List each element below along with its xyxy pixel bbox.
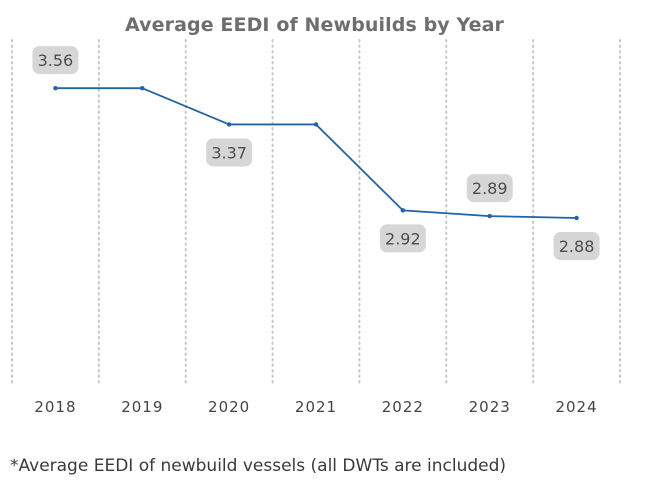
x-tick-label: 2019 <box>121 398 163 416</box>
data-point <box>140 85 145 91</box>
data-label: 3.56 <box>32 46 79 75</box>
data-label-box <box>466 174 513 203</box>
data-label-text: 2.92 <box>385 229 421 248</box>
x-tick-label: 2018 <box>34 398 76 416</box>
x-tick-label: 2023 <box>469 398 511 416</box>
data-label-box <box>206 138 253 167</box>
data-label-text: 3.56 <box>38 51 74 70</box>
data-point <box>487 213 492 219</box>
data-label: 2.89 <box>466 174 513 203</box>
data-point <box>53 85 58 91</box>
data-label-box <box>553 232 600 260</box>
data-label-text: 2.89 <box>472 179 508 198</box>
data-label: 2.88 <box>553 232 600 260</box>
x-tick-label: 2024 <box>555 398 597 416</box>
x-tick-label: 2020 <box>208 398 250 416</box>
footnote: *Average EEDI of newbuild vessels (all D… <box>10 456 507 476</box>
data-label-text: 3.37 <box>211 143 247 162</box>
data-label: 3.37 <box>206 138 253 167</box>
data-point <box>313 122 319 127</box>
data-label-box <box>379 224 426 253</box>
x-tick-label: 2021 <box>295 398 337 416</box>
data-label: 2.92 <box>379 224 426 253</box>
line-chart: 2018 2019 2020 2021 2022 2023 2024 3.56 3.37 2.92… <box>11 39 621 416</box>
data-point <box>226 122 232 127</box>
chart-title: Average EEDI of Newbuilds by Year <box>125 14 504 36</box>
data-point <box>574 215 579 221</box>
data-label-text: 2.88 <box>559 237 595 256</box>
data-label-box <box>32 46 79 75</box>
data-point <box>400 208 406 213</box>
x-tick-label: 2022 <box>382 398 424 416</box>
